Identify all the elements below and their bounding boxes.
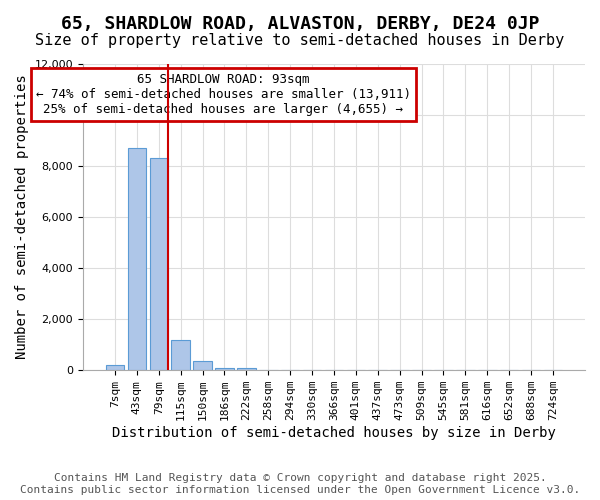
Text: Size of property relative to semi-detached houses in Derby: Size of property relative to semi-detach…	[35, 32, 565, 48]
Text: 65, SHARDLOW ROAD, ALVASTON, DERBY, DE24 0JP: 65, SHARDLOW ROAD, ALVASTON, DERBY, DE24…	[61, 15, 539, 33]
Y-axis label: Number of semi-detached properties: Number of semi-detached properties	[15, 74, 29, 360]
Bar	[193, 362, 212, 370]
Bar	[149, 158, 168, 370]
Text: 65 SHARDLOW ROAD: 93sqm
← 74% of semi-detached houses are smaller (13,911)
25% o: 65 SHARDLOW ROAD: 93sqm ← 74% of semi-de…	[36, 73, 411, 116]
Bar	[128, 148, 146, 370]
X-axis label: Distribution of semi-detached houses by size in Derby: Distribution of semi-detached houses by …	[112, 426, 556, 440]
Text: Contains HM Land Registry data © Crown copyright and database right 2025.
Contai: Contains HM Land Registry data © Crown c…	[20, 474, 580, 495]
Bar	[172, 340, 190, 370]
Bar	[106, 365, 124, 370]
Bar	[237, 368, 256, 370]
Bar	[215, 368, 234, 370]
